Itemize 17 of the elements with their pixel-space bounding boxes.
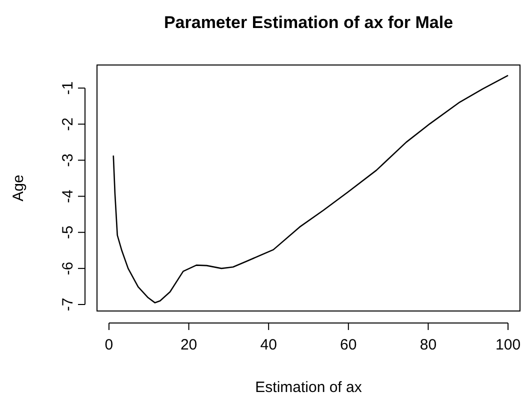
y-axis-title: Age [10, 174, 27, 202]
x-tick-label: 0 [104, 336, 114, 354]
x-axis-title: Estimation of ax [255, 379, 362, 396]
y-tick-label: -1 [59, 81, 76, 95]
x-tick-label: 20 [180, 336, 198, 354]
y-tick-label: -6 [59, 262, 76, 276]
line-series [112, 74, 509, 304]
x-tick-label: 100 [496, 336, 521, 354]
y-tick-label: -5 [59, 226, 76, 240]
y-tick-label: -4 [59, 190, 76, 203]
x-tick-label: 60 [340, 336, 357, 354]
y-tick-label: -7 [59, 298, 76, 312]
y-tick-label: -2 [59, 117, 76, 131]
chart-title: Parameter Estimation of ax for Male [164, 13, 454, 32]
x-tick-label: 80 [420, 336, 437, 354]
x-tick-label: 40 [260, 336, 277, 354]
y-tick-label: -3 [59, 154, 76, 167]
